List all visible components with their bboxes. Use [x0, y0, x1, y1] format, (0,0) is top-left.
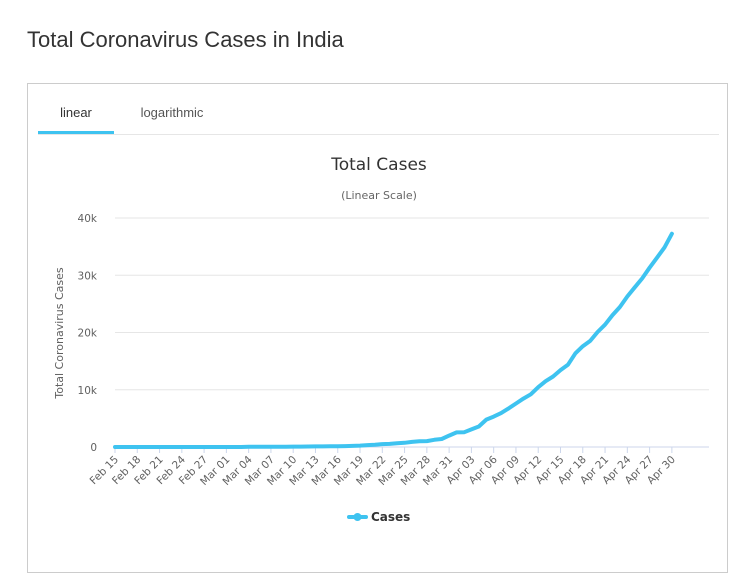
- tab-logarithmic[interactable]: logarithmic: [140, 105, 204, 120]
- legend-marker: [353, 513, 362, 521]
- legend-label: Cases: [371, 510, 410, 524]
- scale-tabs: linear logarithmic: [38, 96, 719, 135]
- series-line-cases[interactable]: [113, 231, 674, 449]
- y-axis-label: Total Coronavirus Cases: [53, 267, 66, 400]
- gridlines: [115, 217, 709, 448]
- legend[interactable]: Cases: [347, 510, 410, 524]
- page-title: Total Coronavirus Cases in India: [27, 27, 344, 52]
- y-tick-label: 0: [90, 442, 97, 454]
- series-cases: [113, 231, 674, 449]
- y-tick-label: 20k: [78, 328, 98, 340]
- y-tick-label: 10k: [78, 385, 98, 397]
- chart-title: Total Cases: [330, 155, 427, 175]
- y-axis-ticks: 0 10k 20k 30k 40k: [78, 213, 98, 454]
- y-tick-label: 30k: [78, 270, 98, 282]
- chart-subtitle: (Linear Scale): [341, 189, 417, 202]
- chart-panel: linear logarithmic: [27, 83, 728, 573]
- tab-linear[interactable]: linear: [38, 96, 114, 134]
- y-tick-label: 40k: [78, 213, 98, 225]
